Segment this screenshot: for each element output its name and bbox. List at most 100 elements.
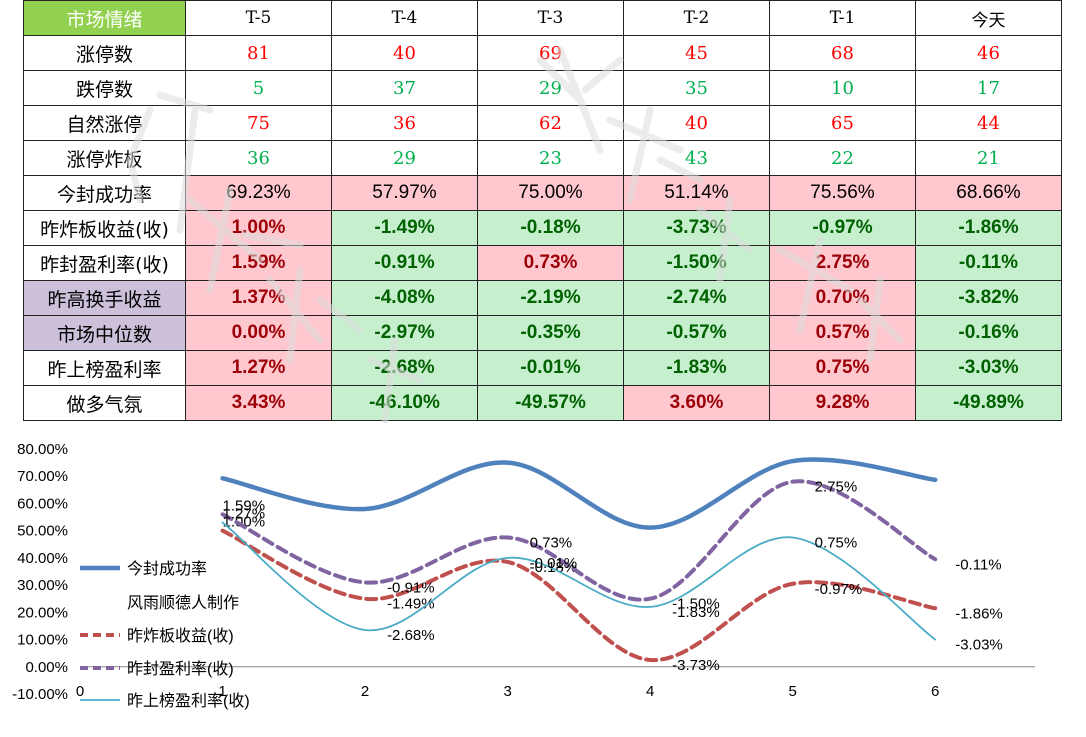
table-cell: -0.57%	[623, 315, 770, 351]
table-cell: 10	[769, 70, 916, 106]
row-label: 昨封盈利率(收)	[23, 245, 186, 281]
table-cell: 36	[331, 105, 478, 141]
table-cell: -0.35%	[477, 315, 624, 351]
table-row: 昨上榜盈利率 1.27% -2.68% -0.01% -1.83% 0.75% -3.03%	[23, 350, 1062, 386]
legend-label: 昨上榜盈利率(收)	[127, 692, 250, 710]
table-cell: -49.89%	[915, 385, 1062, 421]
y-tick-label: 30.00%	[17, 577, 68, 594]
data-label: -2.68%	[387, 627, 435, 644]
row-label: 做多气氛	[23, 385, 186, 421]
table-cell: -1.50%	[623, 245, 770, 281]
table-cell: -4.08%	[331, 280, 478, 316]
table-cell: 21	[915, 140, 1062, 176]
table-cell: -0.97%	[769, 210, 916, 246]
table-cell: 68.66%	[915, 175, 1062, 211]
row-label: 昨高换手收益	[23, 280, 186, 316]
data-label: 1.59%	[223, 497, 266, 514]
x-tick-label: 1	[218, 683, 226, 700]
column-header: 今天	[915, 0, 1062, 36]
table-cell: 75.00%	[477, 175, 624, 211]
table-cell: -2.74%	[623, 280, 770, 316]
table-cell: 0.57%	[769, 315, 916, 351]
column-header: T-2	[623, 0, 770, 36]
table-cell: -46.10%	[331, 385, 478, 421]
x-tick-label: 6	[931, 683, 939, 700]
table-cell: 65	[769, 105, 916, 141]
row-label: 今封成功率	[23, 175, 186, 211]
table-cell: -0.11%	[915, 245, 1062, 281]
table-cell: 1.27%	[185, 350, 332, 386]
y-tick-label: 40.00%	[17, 550, 68, 567]
table-cell: 0.75%	[769, 350, 916, 386]
series-line	[220, 479, 938, 602]
table-cell: 5	[185, 70, 332, 106]
table-cell: -3.82%	[915, 280, 1062, 316]
x-tick-label: 2	[361, 683, 369, 700]
table-cell: 29	[331, 140, 478, 176]
table-row: 昨炸板收益(收) 1.00% -1.49% -0.18% -3.73% -0.97% -1.…	[23, 210, 1062, 246]
table-header-row: 市场情绪 T-5 T-4 T-3 T-2 T-1 今天	[23, 0, 1062, 36]
y-tick-label: 10.00%	[17, 632, 68, 649]
y-tick-label: 20.00%	[17, 604, 68, 621]
y-tick-label: 80.00%	[17, 441, 68, 458]
table-cell: -49.57%	[477, 385, 624, 421]
table-cell: 45	[623, 35, 770, 71]
x-tick-label: 0	[76, 683, 84, 700]
table-cell: 62	[477, 105, 624, 141]
x-tick-label: 3	[503, 683, 511, 700]
data-label: -0.97%	[815, 581, 863, 598]
legend-label: 今封成功率	[127, 560, 207, 578]
table-cell: 75	[185, 105, 332, 141]
table-cell: 69.23%	[185, 175, 332, 211]
table-row: 昨高换手收益 1.37% -4.08% -2.19% -2.74% 0.70% -3.82%	[23, 280, 1062, 316]
market-sentiment-table: 市场情绪 T-5 T-4 T-3 T-2 T-1 今天 涨停数 81 40 69 45 68 46 跌停数 5…	[23, 0, 1062, 421]
table-row: 今封成功率 69.23% 57.97% 75.00% 51.14% 75.56% 68.66…	[23, 175, 1062, 211]
table-cell: 22	[769, 140, 916, 176]
table-cell: 51.14%	[623, 175, 770, 211]
table-cell: -0.91%	[331, 245, 478, 281]
table-cell: -0.18%	[477, 210, 624, 246]
row-label: 自然涨停	[23, 105, 186, 141]
table-cell: 69	[477, 35, 624, 71]
y-tick-label: -10.00%	[12, 686, 68, 703]
table-cell: 1.37%	[185, 280, 332, 316]
table-cell: -0.16%	[915, 315, 1062, 351]
table-cell: -1.83%	[623, 350, 770, 386]
data-label: 2.75%	[815, 479, 858, 496]
data-label: -0.01%	[530, 555, 578, 572]
table-cell: 23	[477, 140, 624, 176]
table-cell: -1.86%	[915, 210, 1062, 246]
table-cell: 1.59%	[185, 245, 332, 281]
row-label: 跌停数	[23, 70, 186, 106]
row-label: 昨上榜盈利率	[23, 350, 186, 386]
table-cell: 75.56%	[769, 175, 916, 211]
table-cell: 57.97%	[331, 175, 478, 211]
table-cell: 43	[623, 140, 770, 176]
column-header: T-5	[185, 0, 332, 36]
table-cell: 35	[623, 70, 770, 106]
data-label: 0.75%	[815, 534, 858, 551]
table-cell: -2.97%	[331, 315, 478, 351]
data-label: -3.73%	[672, 657, 720, 674]
data-label: -3.03%	[955, 637, 1003, 654]
data-label: 1.00%	[223, 514, 266, 531]
table-cell: 40	[623, 105, 770, 141]
row-label: 昨炸板收益(收)	[23, 210, 186, 246]
table-cell: -2.19%	[477, 280, 624, 316]
column-header: T-1	[769, 0, 916, 36]
header-label: 市场情绪	[23, 0, 186, 36]
y-tick-label: 60.00%	[17, 495, 68, 512]
table-row: 做多气氛 3.43% -46.10% -49.57% 3.60% 9.28% -49.89%	[23, 385, 1062, 421]
data-label: -1.86%	[955, 605, 1003, 622]
table-cell: 29	[477, 70, 624, 106]
table-cell: 36	[185, 140, 332, 176]
table-row: 涨停数 81 40 69 45 68 46	[23, 35, 1062, 71]
table-row: 市场中位数 0.00% -2.97% -0.35% -0.57% 0.57% -0.16%	[23, 315, 1062, 351]
x-tick-label: 5	[789, 683, 797, 700]
legend-label: 昨封盈利率(收)	[127, 660, 234, 678]
data-label: 0.73%	[530, 534, 573, 551]
market-sentiment-chart: -10.00% 0.00% 10.00% 20.00% 30.00% 40.00% 50.0…	[12, 441, 1035, 710]
y-tick-label: 0.00%	[25, 659, 68, 676]
table-cell: 2.75%	[769, 245, 916, 281]
